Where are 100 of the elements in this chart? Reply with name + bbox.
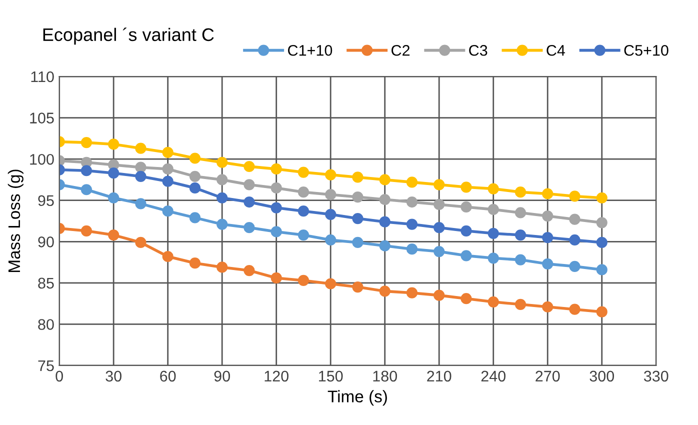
x-tick-label: 330	[644, 370, 668, 382]
point	[298, 274, 310, 286]
point	[596, 192, 608, 204]
point	[244, 264, 255, 276]
point	[298, 229, 310, 241]
point	[460, 250, 472, 262]
point	[244, 179, 255, 190]
point	[244, 160, 255, 172]
legend-label: C5+10	[624, 44, 668, 56]
x-axis-title: Time (s)	[328, 390, 387, 406]
point	[596, 264, 608, 276]
point	[216, 262, 228, 273]
point	[298, 206, 310, 217]
point	[542, 188, 554, 200]
x-tick-label: 60	[160, 370, 176, 382]
x-tick-label: 270	[536, 370, 560, 382]
point	[325, 234, 336, 246]
x-tick-label: 180	[373, 370, 397, 382]
point	[216, 174, 228, 186]
point	[216, 192, 228, 204]
point	[135, 170, 146, 182]
point	[406, 176, 418, 188]
point	[569, 304, 580, 315]
point	[434, 198, 445, 210]
x-tick-label: 90	[214, 370, 230, 382]
point	[298, 186, 310, 198]
point	[325, 278, 336, 290]
point	[80, 184, 92, 196]
x-tick-label: 0	[56, 370, 63, 382]
point	[135, 142, 146, 154]
point	[189, 182, 201, 194]
chart-title: Ecopanel ´s variant C	[43, 28, 214, 45]
point	[542, 210, 554, 222]
point	[80, 137, 92, 148]
point	[514, 207, 526, 218]
point	[460, 293, 472, 304]
point	[514, 254, 526, 266]
x-tick-label: 150	[319, 370, 343, 382]
point	[108, 138, 120, 150]
point	[379, 240, 390, 252]
point	[379, 286, 390, 297]
point	[270, 272, 282, 284]
point	[514, 186, 526, 198]
point	[488, 204, 499, 215]
point	[569, 214, 580, 225]
point	[406, 244, 418, 255]
point	[488, 252, 499, 264]
point	[108, 192, 120, 204]
point	[460, 201, 472, 213]
point	[460, 182, 472, 193]
point	[406, 196, 418, 208]
point	[569, 260, 580, 272]
point	[162, 176, 174, 187]
point	[352, 282, 364, 293]
point	[298, 166, 310, 178]
legend-label: C2	[392, 44, 410, 56]
point	[325, 189, 336, 200]
point	[434, 246, 445, 258]
point	[135, 236, 146, 248]
y-tick-label: 80	[38, 319, 54, 330]
point	[80, 165, 92, 176]
point	[542, 258, 554, 270]
point	[352, 192, 364, 203]
point	[379, 216, 390, 228]
y-tick-label: 100	[30, 154, 54, 165]
point	[596, 236, 608, 248]
point	[434, 179, 445, 190]
point	[270, 163, 282, 175]
legend-label: C3	[469, 44, 488, 56]
point	[352, 212, 364, 224]
point	[162, 250, 174, 262]
point	[108, 229, 120, 241]
point	[270, 226, 282, 238]
point	[488, 228, 499, 239]
point	[542, 301, 554, 312]
y-tick-label: 110	[31, 71, 54, 82]
y-tick-label: 90	[38, 236, 54, 248]
y-axis-title: Mass Loss (g)	[8, 170, 24, 272]
y-tick-label: 95	[38, 195, 54, 206]
point	[189, 258, 201, 269]
x-tick-label: 120	[264, 370, 288, 382]
point	[379, 174, 390, 186]
point	[189, 170, 201, 182]
point	[80, 225, 92, 236]
point	[216, 218, 228, 230]
point	[352, 172, 364, 183]
point	[189, 212, 201, 224]
point	[406, 287, 418, 298]
point	[596, 306, 608, 318]
x-tick-label: 300	[590, 370, 614, 382]
point	[162, 163, 174, 175]
point	[514, 298, 526, 310]
point	[569, 234, 580, 246]
point	[216, 156, 228, 168]
point	[488, 296, 499, 308]
point	[108, 168, 120, 179]
point	[406, 218, 418, 230]
point	[244, 196, 255, 208]
y-tick-label: 105	[30, 112, 54, 124]
x-tick-label: 210	[427, 370, 452, 382]
